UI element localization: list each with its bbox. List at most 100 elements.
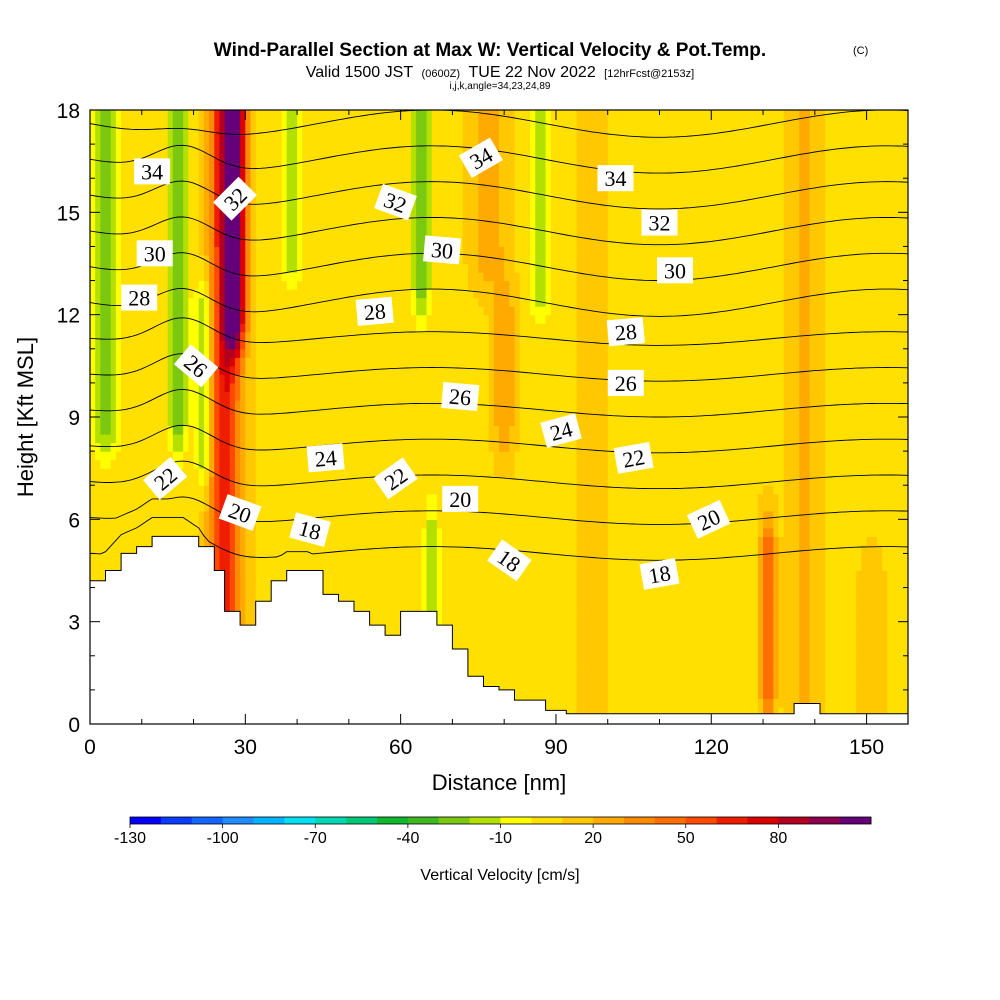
w-cell bbox=[167, 127, 174, 137]
w-cell bbox=[90, 212, 96, 222]
w-cell bbox=[183, 442, 189, 452]
w-cell bbox=[136, 493, 143, 503]
w-cell bbox=[214, 280, 221, 290]
w-cell bbox=[333, 297, 340, 307]
w-cell bbox=[193, 485, 200, 495]
w-cell bbox=[126, 434, 133, 444]
w-cell bbox=[291, 357, 298, 367]
w-cell bbox=[250, 527, 257, 537]
w-cell bbox=[348, 382, 355, 393]
w-cell bbox=[291, 306, 298, 316]
w-cell bbox=[115, 527, 122, 537]
w-cell bbox=[291, 544, 298, 555]
w-cell bbox=[266, 357, 272, 367]
w-cell bbox=[359, 553, 365, 563]
w-cell bbox=[203, 152, 210, 162]
w-cell bbox=[136, 272, 143, 282]
w-cell bbox=[219, 229, 226, 239]
w-cell bbox=[312, 323, 319, 333]
w-cell bbox=[266, 417, 272, 427]
w-cell bbox=[157, 152, 164, 162]
w-cell bbox=[95, 144, 101, 154]
w-cell bbox=[188, 110, 195, 120]
w-cell bbox=[442, 587, 448, 597]
w-cell bbox=[400, 254, 407, 265]
w-cell bbox=[271, 374, 277, 384]
w-cell bbox=[240, 476, 246, 486]
w-cell bbox=[121, 195, 127, 205]
w-cell bbox=[291, 553, 298, 563]
w-cell bbox=[240, 229, 246, 239]
w-cell bbox=[250, 110, 257, 120]
w-cell bbox=[291, 254, 298, 265]
w-cell bbox=[157, 348, 164, 358]
w-cell bbox=[343, 553, 350, 563]
w-cell bbox=[385, 254, 391, 265]
w-cell bbox=[400, 544, 407, 555]
w-cell bbox=[333, 519, 340, 529]
w-cell bbox=[354, 314, 360, 324]
w-cell bbox=[436, 289, 443, 299]
w-cell bbox=[333, 127, 340, 137]
w-cell bbox=[136, 468, 143, 478]
w-cell bbox=[198, 536, 205, 546]
w-cell bbox=[343, 161, 350, 171]
w-cell bbox=[271, 417, 277, 427]
w-cell bbox=[436, 561, 443, 572]
w-cell bbox=[198, 391, 205, 401]
w-cell bbox=[291, 203, 298, 213]
w-cell bbox=[105, 374, 112, 384]
w-cell bbox=[291, 476, 298, 486]
w-cell bbox=[209, 417, 215, 427]
w-cell bbox=[95, 570, 101, 580]
w-cell bbox=[322, 152, 329, 162]
w-cell bbox=[400, 272, 407, 282]
w-cell bbox=[442, 212, 448, 222]
w-cell bbox=[426, 468, 433, 478]
w-cell bbox=[255, 314, 262, 324]
w-cell bbox=[115, 110, 122, 120]
w-cell bbox=[255, 459, 262, 469]
w-cell bbox=[110, 502, 117, 512]
w-cell bbox=[90, 263, 96, 273]
w-cell bbox=[183, 314, 189, 324]
w-cell bbox=[390, 289, 397, 299]
w-cell bbox=[193, 237, 200, 248]
w-cell bbox=[110, 212, 117, 222]
w-cell bbox=[395, 263, 402, 273]
w-cell bbox=[390, 365, 397, 375]
w-cell bbox=[121, 519, 127, 529]
w-cell bbox=[410, 331, 417, 341]
w-cell bbox=[436, 579, 443, 589]
w-cell bbox=[302, 365, 309, 375]
w-cell bbox=[421, 485, 428, 495]
w-cell bbox=[152, 203, 158, 213]
w-cell bbox=[410, 297, 417, 307]
w-cell bbox=[405, 323, 412, 333]
w-cell bbox=[121, 254, 127, 265]
w-cell bbox=[172, 229, 179, 239]
w-cell bbox=[286, 135, 293, 145]
w-cell bbox=[121, 246, 127, 256]
w-cell bbox=[317, 348, 324, 358]
w-cell bbox=[240, 374, 246, 384]
w-cell bbox=[245, 382, 252, 393]
w-cell bbox=[333, 348, 340, 358]
w-cell bbox=[286, 178, 293, 188]
w-cell bbox=[193, 425, 200, 435]
w-cell bbox=[354, 135, 360, 145]
w-cell bbox=[126, 357, 133, 367]
w-cell bbox=[364, 195, 371, 205]
w-cell bbox=[307, 220, 314, 230]
w-cell bbox=[297, 272, 303, 282]
w-cell bbox=[416, 272, 422, 282]
w-cell bbox=[338, 544, 345, 555]
w-cell bbox=[121, 493, 127, 503]
w-cell bbox=[105, 544, 112, 555]
w-cell bbox=[276, 519, 283, 529]
w-cell bbox=[183, 169, 189, 179]
w-cell bbox=[146, 331, 153, 341]
w-cell bbox=[354, 195, 360, 205]
w-cell bbox=[302, 127, 309, 137]
w-cell bbox=[359, 485, 365, 495]
